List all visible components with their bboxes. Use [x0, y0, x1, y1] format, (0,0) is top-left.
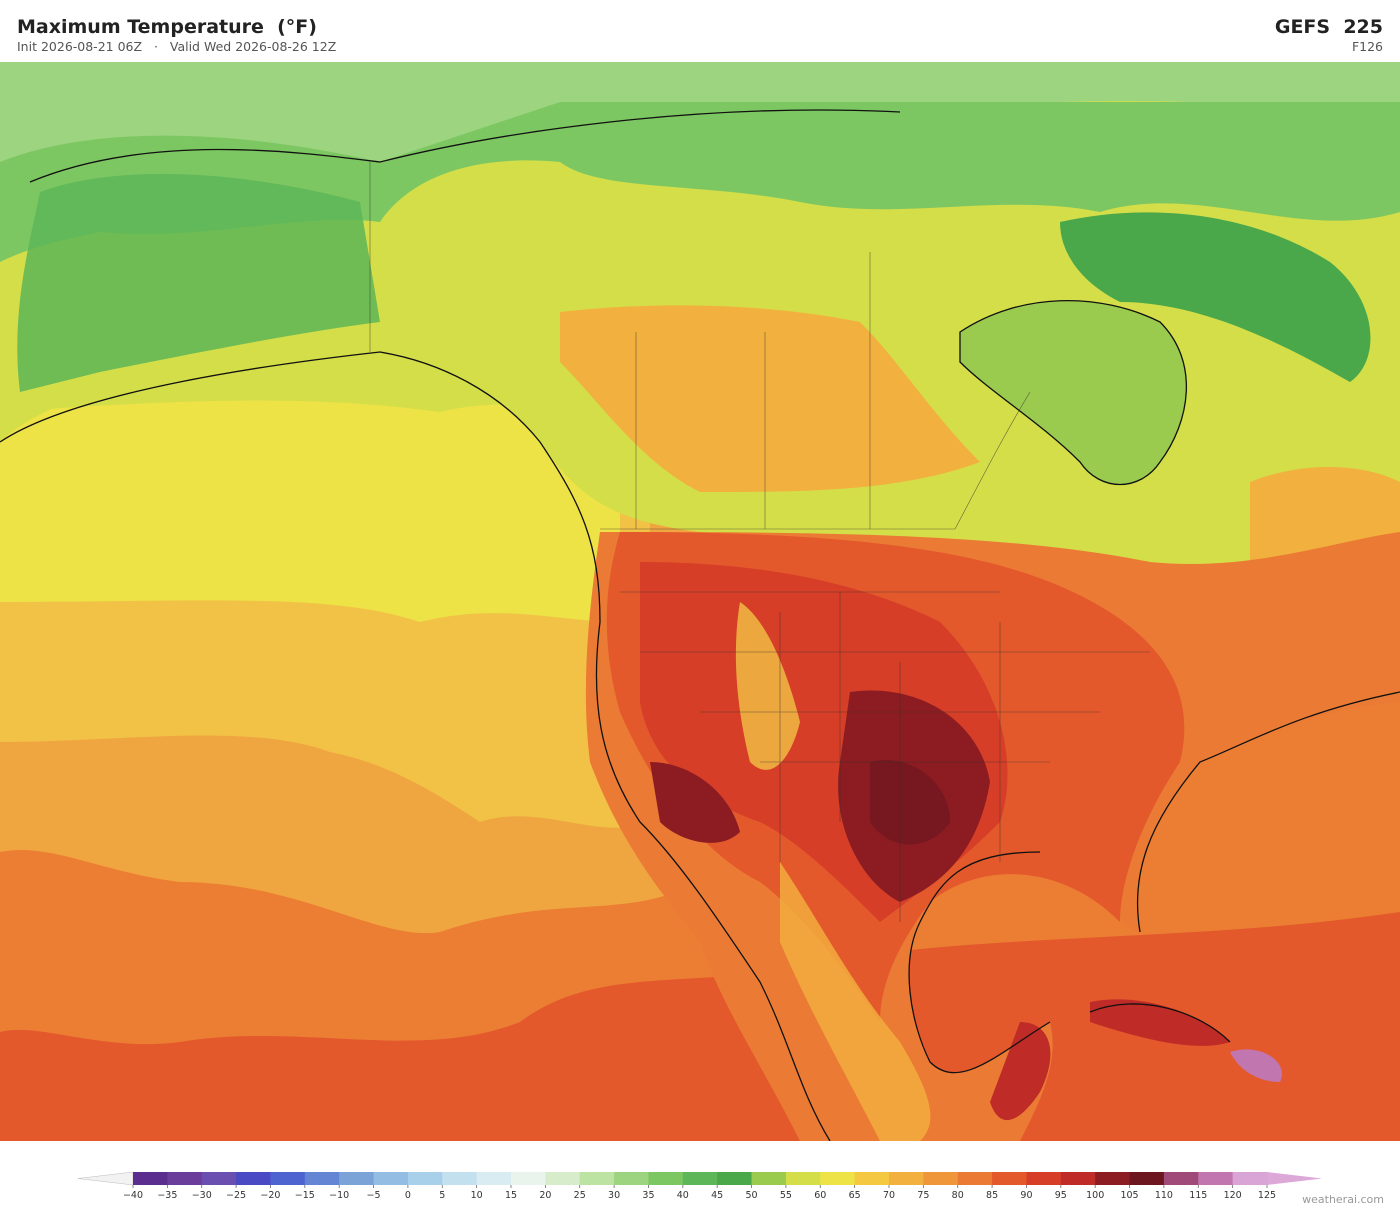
init-time: Init 2026-08-21 06Z — [17, 39, 143, 54]
tick-label: 5 — [439, 1190, 445, 1201]
tick-label: 125 — [1258, 1190, 1276, 1201]
map — [0, 62, 1400, 1141]
tick-label: 45 — [711, 1190, 723, 1201]
color-bin — [1198, 1172, 1234, 1185]
color-bin — [407, 1172, 443, 1185]
color-bin — [1129, 1172, 1165, 1185]
color-bin — [304, 1172, 340, 1185]
tick-label: 90 — [1020, 1190, 1032, 1201]
tick-label: 40 — [677, 1190, 689, 1201]
subtitle: Init 2026-08-21 06Z · Valid Wed 2026-08-… — [17, 39, 336, 54]
color-bin — [1095, 1172, 1131, 1185]
color-bin — [923, 1172, 959, 1185]
color-bin — [579, 1172, 615, 1185]
tick-label: 65 — [849, 1190, 861, 1201]
color-bin — [442, 1172, 478, 1185]
model-label: GEFS 225 — [1274, 16, 1383, 38]
color-bin — [167, 1172, 203, 1185]
tick-label: 20 — [539, 1190, 551, 1201]
tick-label: 115 — [1189, 1190, 1207, 1201]
colorbar-under — [77, 1171, 134, 1186]
color-bin — [682, 1172, 718, 1185]
tick-label: 110 — [1155, 1190, 1173, 1201]
tick-label: 25 — [574, 1190, 586, 1201]
color-bin — [373, 1172, 409, 1185]
tick-label: 100 — [1086, 1190, 1104, 1201]
valid-time: Valid Wed 2026-08-26 12Z — [169, 39, 337, 54]
tick-label: 15 — [505, 1190, 517, 1201]
color-bin — [785, 1172, 821, 1185]
tick-label: 95 — [1055, 1190, 1067, 1201]
color-bin — [476, 1172, 512, 1185]
tick-label: 60 — [814, 1190, 826, 1201]
color-bin — [339, 1172, 375, 1185]
color-bin — [236, 1172, 271, 1185]
tick-label: −25 — [226, 1190, 246, 1201]
color-bin — [854, 1172, 890, 1185]
tick-label: 30 — [608, 1190, 620, 1201]
title: Maximum Temperature (°F) — [17, 16, 317, 38]
color-bin — [1163, 1172, 1199, 1185]
tick-label: −30 — [192, 1190, 212, 1201]
color-bin — [889, 1172, 924, 1185]
tick-label: 70 — [883, 1190, 895, 1201]
tick-label: −10 — [329, 1190, 349, 1201]
color-bin — [201, 1172, 237, 1185]
tick-label: 35 — [642, 1190, 654, 1201]
tick-label: −35 — [157, 1190, 177, 1201]
color-bin — [1232, 1172, 1268, 1185]
color-bin — [545, 1172, 581, 1185]
color-bin — [511, 1172, 546, 1185]
tick-label: 120 — [1224, 1190, 1242, 1201]
color-bin — [992, 1172, 1027, 1185]
color-bin — [717, 1172, 753, 1185]
color-bin — [1026, 1172, 1062, 1185]
color-bin — [133, 1172, 168, 1185]
color-bin — [1060, 1172, 1096, 1185]
tick-label: 85 — [986, 1190, 998, 1201]
tick-label: 80 — [952, 1190, 964, 1201]
tick-label: −5 — [367, 1190, 381, 1201]
color-bin — [751, 1172, 787, 1185]
colorbar: −40 −35 −30 −25 −20 −15 −10 −5 0 5 10 15 20 25 30 35 40 4… — [77, 1171, 1322, 1201]
color-bin — [614, 1172, 649, 1185]
tick-label: 75 — [917, 1190, 929, 1201]
tick-label: −40 — [123, 1190, 143, 1201]
forecast-hour: F126 — [1351, 39, 1383, 54]
tick-label: −20 — [260, 1190, 280, 1201]
tick-label: 105 — [1120, 1190, 1138, 1201]
colorbar-over — [1267, 1172, 1322, 1185]
watermark: weatherai.com — [1302, 1193, 1384, 1206]
tick-label: 55 — [780, 1190, 792, 1201]
color-bin — [957, 1172, 993, 1185]
color-bin — [648, 1172, 684, 1185]
color-bin — [270, 1172, 306, 1185]
tick-label: −15 — [295, 1190, 315, 1201]
tick-label: 10 — [471, 1190, 483, 1201]
tick-label: 50 — [745, 1190, 757, 1201]
color-bin — [820, 1172, 856, 1185]
separator: · — [153, 39, 158, 54]
tick-label: 0 — [405, 1190, 411, 1201]
